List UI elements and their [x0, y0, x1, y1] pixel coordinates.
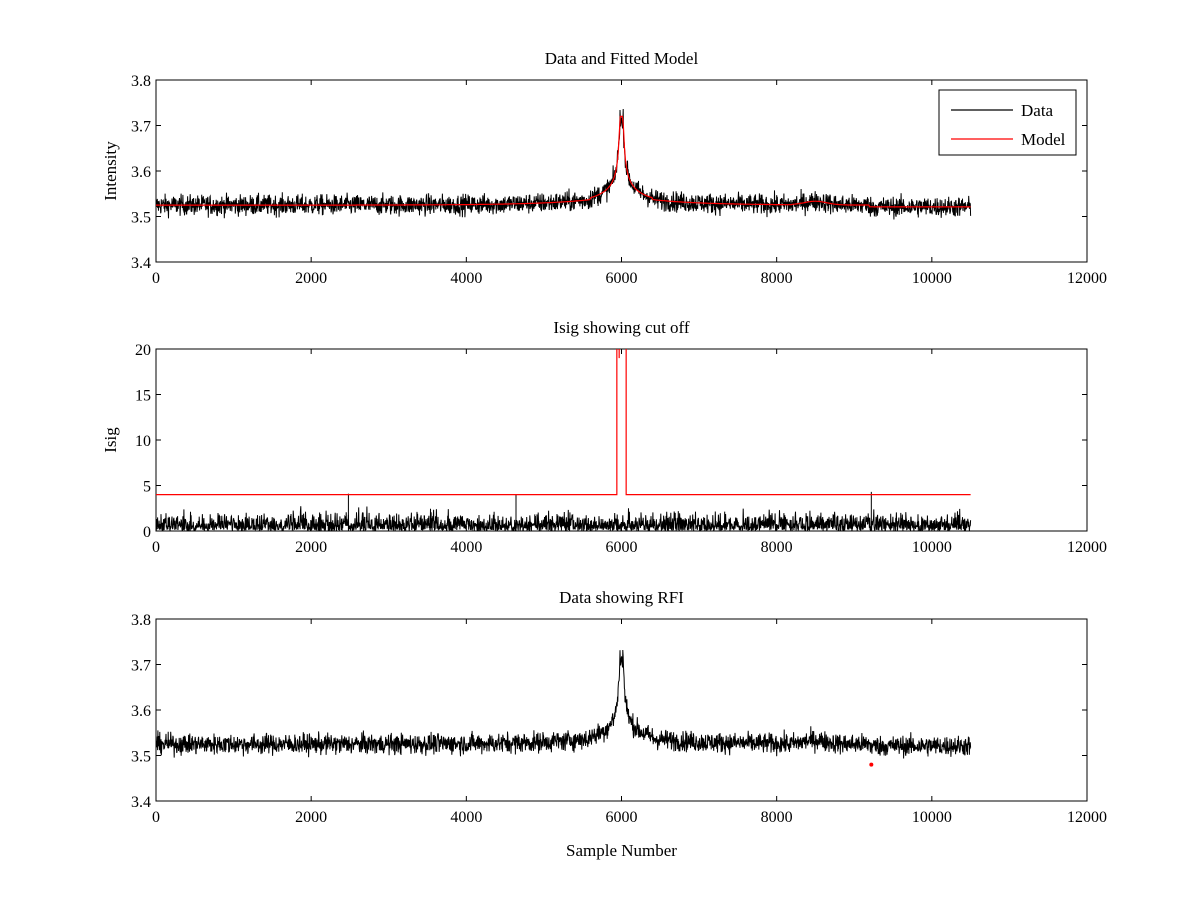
- axes-box: [155, 348, 1088, 532]
- series-line-data: [156, 649, 972, 759]
- y-tick-label: 3.7: [131, 119, 151, 136]
- x-tick-label: 10000: [912, 539, 952, 556]
- legend-label: Data: [1021, 101, 1054, 120]
- series-line-cutoff: [156, 349, 971, 496]
- plot-title: Isig showing cut off: [553, 318, 689, 337]
- axes-box: [155, 618, 1088, 802]
- subplot-3: Data showing RFI 0 2000 4000 6000 8000 10000 12…: [131, 588, 1107, 860]
- x-axis-label: Sample Number: [566, 841, 677, 860]
- y-tick-label: 3.7: [131, 658, 151, 675]
- y-tick-label: 3.8: [131, 73, 151, 90]
- y-tick-label: 3.5: [131, 749, 151, 766]
- plot-title: Data showing RFI: [559, 588, 684, 607]
- x-tick-label: 10000: [912, 809, 952, 826]
- x-tick-label: 4000: [450, 539, 482, 556]
- x-tick-label: 8000: [761, 809, 793, 826]
- x-tick-label: 4000: [450, 809, 482, 826]
- y-tick-label: 3.6: [131, 703, 151, 720]
- y-tick-label: 15: [135, 388, 151, 405]
- y-tick-label: 3.6: [131, 164, 151, 181]
- y-axis-label: Isig: [101, 427, 120, 453]
- x-tick-label: 2000: [295, 539, 327, 556]
- plot-area: [156, 649, 972, 759]
- series-line-isig: [156, 506, 972, 531]
- x-tick-label: 12000: [1067, 270, 1107, 287]
- x-tick-label: 2000: [295, 809, 327, 826]
- rfi-point: [869, 762, 874, 767]
- y-axis-label: Intensity: [101, 141, 120, 201]
- x-tick-label: 10000: [912, 270, 952, 287]
- x-tick-label: 6000: [606, 270, 638, 287]
- y-tick-label: 10: [135, 433, 151, 450]
- series-line-data: [156, 108, 972, 220]
- legend: Data Model: [938, 89, 1077, 156]
- legend-label: Model: [1021, 130, 1066, 149]
- x-tick-label: 6000: [606, 539, 638, 556]
- y-tick-label: 3.4: [131, 255, 151, 272]
- subplot-1: Data and Fitted Model 0 2000 4000 6000 8000 10…: [101, 49, 1107, 287]
- x-tick-label: 0: [152, 809, 160, 826]
- legend-box: [938, 89, 1077, 156]
- y-tick-label: 5: [143, 479, 151, 496]
- x-tick-label: 0: [152, 539, 160, 556]
- y-tick-label: 3.5: [131, 210, 151, 227]
- x-tick-label: 2000: [295, 270, 327, 287]
- plot-title: Data and Fitted Model: [545, 49, 699, 68]
- x-tick-label: 8000: [761, 539, 793, 556]
- y-tick-label: 3.8: [131, 612, 151, 629]
- x-tick-label: 4000: [450, 270, 482, 287]
- x-tick-label: 12000: [1067, 809, 1107, 826]
- x-tick-label: 8000: [761, 270, 793, 287]
- x-tick-label: 12000: [1067, 539, 1107, 556]
- plot-area: [156, 108, 972, 220]
- x-tick-label: 0: [152, 270, 160, 287]
- plot-area: [156, 349, 972, 531]
- y-tick-label: 20: [135, 342, 151, 359]
- series-line-model: [156, 115, 971, 208]
- x-tick-label: 6000: [606, 809, 638, 826]
- y-tick-label: 3.4: [131, 794, 151, 811]
- y-tick-label: 0: [143, 524, 151, 541]
